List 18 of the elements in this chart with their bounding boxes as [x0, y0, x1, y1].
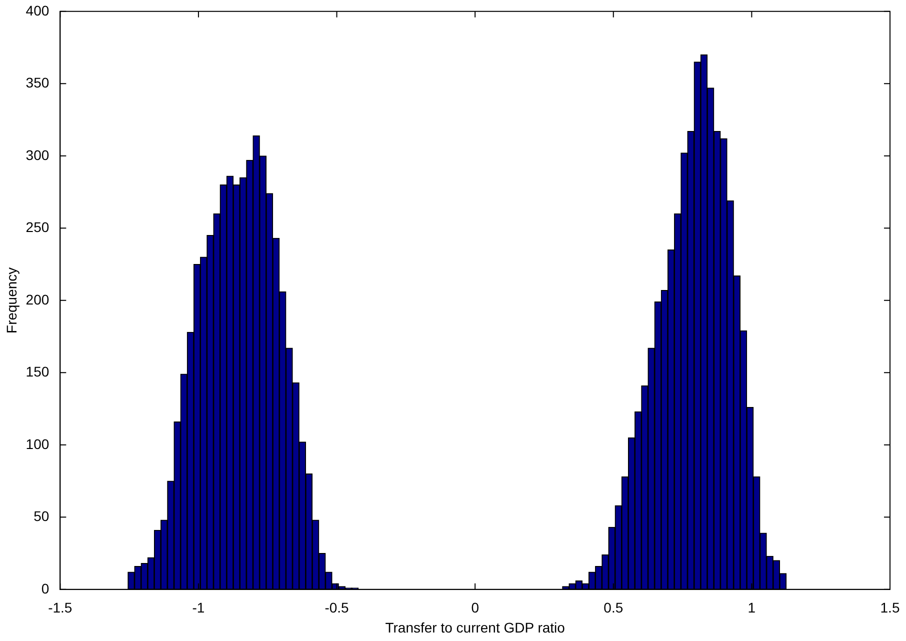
y-tick-label: 300 — [26, 146, 50, 163]
x-tick-label: -1.5 — [48, 600, 72, 616]
x-axis-title: Transfer to current GDP ratio — [385, 619, 566, 636]
y-tick-label: 150 — [26, 364, 50, 380]
y-axis-title: Frequency — [3, 267, 20, 334]
x-tick-label: 0.5 — [604, 600, 624, 616]
x-tick-label: 0 — [471, 600, 480, 616]
x-tick-label: -0.5 — [324, 600, 350, 616]
y-tick-label: 0 — [41, 580, 50, 596]
y-tick-label: 400 — [26, 2, 50, 18]
y-tick-label: 50 — [34, 508, 50, 524]
y-tick-label: 100 — [26, 436, 50, 452]
y-tick-label: 350 — [26, 74, 50, 91]
x-tick-label: 1.5 — [880, 600, 900, 616]
y-tick-label: 200 — [26, 291, 50, 308]
x-tick-label: -1 — [192, 600, 205, 616]
x-tick-label: 1 — [748, 600, 756, 616]
y-tick-label: 250 — [26, 219, 50, 236]
